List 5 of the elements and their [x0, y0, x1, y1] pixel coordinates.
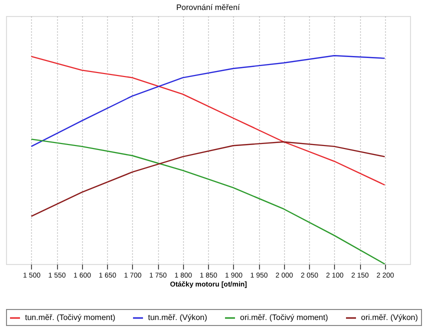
legend-label: tun.měř. (Výkon) — [148, 313, 208, 322]
legend-label: ori.měř. (Točivý moment) — [240, 313, 328, 322]
legend-label: ori.měř. (Výkon) — [361, 313, 418, 322]
chart-title: Porovnání měření — [176, 3, 241, 12]
legend-label: tun.měř. (Točivý moment) — [25, 313, 116, 322]
